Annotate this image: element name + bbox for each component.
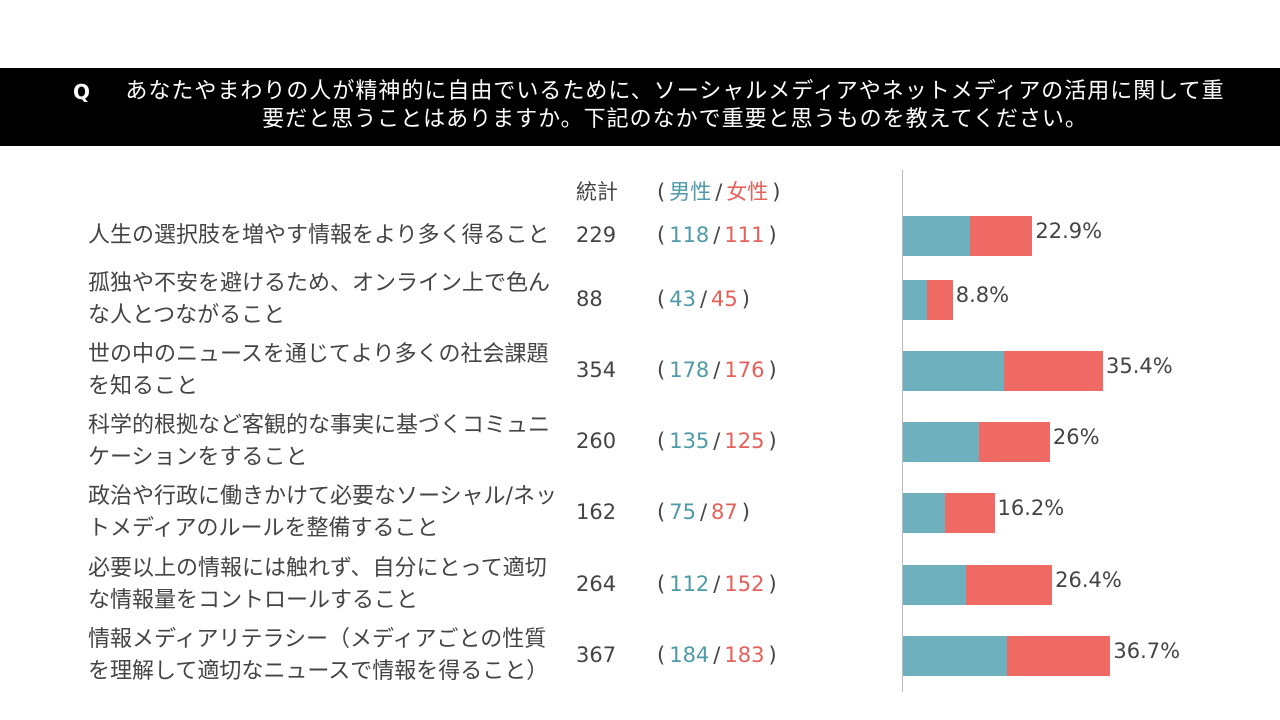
percent-label: 35.4% <box>1106 354 1173 378</box>
category-label: 必要以上の情報には触れず、自分にとって適切な情報量をコントロールすること <box>88 556 547 613</box>
paren: ) <box>741 500 750 524</box>
category-label: 孤独や不安を避けるため、オンライン上で色んな人とつながること <box>88 271 551 328</box>
male-value: 118 <box>669 223 710 247</box>
total-value: 354 <box>576 358 617 382</box>
gender-split: (178/176) <box>657 358 781 382</box>
bar-segment <box>927 280 953 320</box>
gender-split: (112/152) <box>657 572 781 596</box>
separator: / <box>713 429 721 453</box>
female-value: 111 <box>724 223 765 247</box>
paren: ( <box>657 643 666 667</box>
paren: ( <box>657 500 666 524</box>
category-label: 人生の選択肢を増やす情報をより多く得ること <box>88 223 550 248</box>
category-label: 科学的根拠など客観的な事実に基づくコミュニケーションをすること <box>88 413 551 470</box>
female-value: 45 <box>711 287 738 311</box>
bar-segment <box>945 493 995 533</box>
bar-segment <box>1006 636 1111 676</box>
female-value: 183 <box>724 643 765 667</box>
percent-label: 16.2% <box>997 496 1065 520</box>
question-marker: Q <box>73 80 91 104</box>
total-value: 264 <box>576 572 617 596</box>
question-text: あなたやまわりの人が精神的に自由でいるために、ソーシャルメディアやネットメディア… <box>125 79 1225 132</box>
total-value: 229 <box>576 223 617 247</box>
paren: ( <box>657 223 666 247</box>
total-value: 88 <box>576 287 603 311</box>
paren: ) <box>768 643 777 667</box>
axis-line <box>902 170 903 692</box>
total-value: 162 <box>576 500 617 524</box>
bar-segment <box>903 565 967 605</box>
paren: ) <box>772 180 781 204</box>
total-value: 260 <box>576 429 617 453</box>
male-value: 135 <box>669 429 710 453</box>
category-label: 世の中のニュースを通じてより多くの社会課題を知ること <box>88 342 549 399</box>
male-value: 43 <box>669 287 696 311</box>
paren: ) <box>768 358 777 382</box>
bar-segment <box>903 636 1007 676</box>
percent-label: 22.9% <box>1035 219 1103 243</box>
male-value: 184 <box>669 643 710 667</box>
paren: ( <box>657 358 666 382</box>
gender-split: (75/87) <box>657 500 754 524</box>
female-value: 152 <box>724 572 765 596</box>
paren: ) <box>768 572 777 596</box>
female-value: 87 <box>711 500 738 524</box>
bar-segment <box>979 422 1050 462</box>
category-label: 政治や行政に働きかけて必要なソーシャル/ネットメディアのルールを整備すること <box>88 484 557 541</box>
percent-label: 26% <box>1052 425 1100 449</box>
male-value: 112 <box>669 572 710 596</box>
separator: / <box>713 358 721 382</box>
female-value: 176 <box>724 358 765 382</box>
separator: / <box>713 643 721 667</box>
total-header: 統計 <box>576 180 618 204</box>
male-value: 178 <box>669 358 710 382</box>
separator: / <box>713 223 721 247</box>
separator: / <box>715 180 723 204</box>
bar-segment <box>966 565 1053 605</box>
bar-segment <box>969 216 1033 256</box>
gender-split: (135/125) <box>657 429 781 453</box>
percent-label: 26.4% <box>1055 568 1122 592</box>
paren: ) <box>768 223 777 247</box>
separator: / <box>713 572 721 596</box>
paren: ) <box>768 429 777 453</box>
bar-segment <box>903 351 1004 391</box>
male-value: 男性 <box>669 180 712 204</box>
gender-split: (184/183) <box>657 643 781 667</box>
paren: ) <box>741 287 750 311</box>
separator: / <box>699 500 708 524</box>
gender-split: (43/45) <box>657 287 754 311</box>
bar-segment <box>903 422 980 462</box>
paren: ( <box>657 572 666 596</box>
male-value: 75 <box>669 500 696 524</box>
question-band: Q あなたやまわりの人が精神的に自由でいるために、ソーシャルメディアやネットメデ… <box>0 68 1280 146</box>
bar-segment <box>903 280 928 320</box>
gender-split: (118/111) <box>657 223 781 247</box>
percent-label: 8.8% <box>955 283 1010 307</box>
female-value: 女性 <box>726 180 769 204</box>
total-value: 367 <box>576 643 617 667</box>
gender-header: (男性 / 女性) <box>657 176 784 206</box>
separator: / <box>699 287 708 311</box>
category-label: 情報メディアリテラシー（メディアごとの性質を理解して適切なニュースで情報を得るこ… <box>88 627 549 684</box>
bar-segment <box>903 216 970 256</box>
bar-segment <box>1003 351 1103 391</box>
paren: ( <box>657 287 666 311</box>
bar-segment <box>903 493 946 533</box>
paren: ( <box>657 180 666 204</box>
female-value: 125 <box>724 429 765 453</box>
paren: ( <box>657 429 666 453</box>
percent-label: 36.7% <box>1113 639 1181 663</box>
